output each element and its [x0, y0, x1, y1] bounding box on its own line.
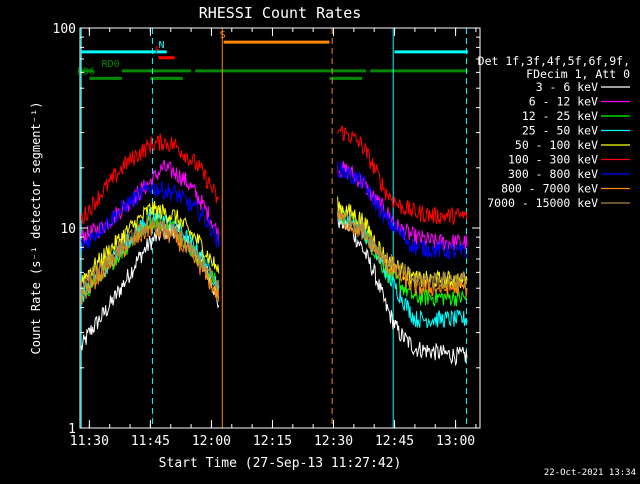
series-line-5 [80, 124, 468, 225]
x-tick-label-3: 12:15 [253, 434, 292, 449]
series-lines [80, 124, 468, 367]
legend-label-8: 7000 - 15000 keV [487, 196, 598, 210]
series-line-7 [80, 208, 468, 305]
x-tick-label-0: 11:30 [70, 434, 109, 449]
legend-label-0: 3 - 6 keV [536, 80, 598, 94]
x-tick-label-1: 11:45 [131, 434, 170, 449]
y-axis: 1 10 100 [53, 22, 480, 437]
x-axis-label: Start Time (27-Sep-13 11:27:42) [159, 456, 402, 471]
x-tick-label-2: 12:00 [192, 434, 231, 449]
legend-header-1: FDecim 1, Att 0 [526, 67, 630, 81]
timestamp: 22-Oct-2021 13:34 [544, 468, 636, 478]
x-tick-label-6: 13:00 [436, 434, 475, 449]
series-line-2 [80, 207, 468, 307]
legend-label-3: 25 - 50 keV [522, 124, 598, 138]
series-line-6 [80, 161, 468, 260]
x-axis: 11:30 11:45 12:00 12:15 12:30 12:45 13:00 [70, 28, 477, 449]
y-tick-label-0: 1 [68, 422, 76, 437]
legend-header-0: Det 1f,3f,4f,5f,6f,9f, [478, 54, 630, 68]
series-line-3 [81, 204, 468, 329]
y-tick-label-1: 10 [60, 222, 76, 237]
legend: Det 1f,3f,4f,5f,6f,9f,FDecim 1, Att 03 -… [478, 54, 630, 210]
legend-label-1: 6 - 12 keV [529, 95, 598, 109]
legend-label-5: 100 - 300 keV [508, 153, 598, 167]
chart-title: RHESSI Count Rates [199, 4, 362, 22]
series-line-1 [80, 159, 468, 251]
flag-label-5: RD6 [77, 66, 95, 77]
flag-bars: NFSRD0RD6 [77, 30, 468, 80]
flag-label-2: F [154, 46, 160, 57]
legend-label-6: 300 - 800 keV [508, 167, 598, 181]
x-tick-label-5: 12:45 [375, 434, 414, 449]
x-tick-label-4: 12:30 [314, 434, 353, 449]
flag-label-4: RD0 [102, 59, 120, 70]
series-line-8 [80, 210, 468, 295]
legend-label-7: 800 - 7000 keV [501, 182, 598, 196]
y-tick-label-2: 100 [53, 22, 76, 37]
flag-label-1: N [159, 40, 165, 51]
legend-label-4: 50 - 100 keV [515, 138, 598, 152]
legend-label-2: 12 - 25 keV [522, 109, 598, 123]
y-axis-label: Count Rate (s⁻¹ detector segment⁻¹) [29, 102, 43, 355]
